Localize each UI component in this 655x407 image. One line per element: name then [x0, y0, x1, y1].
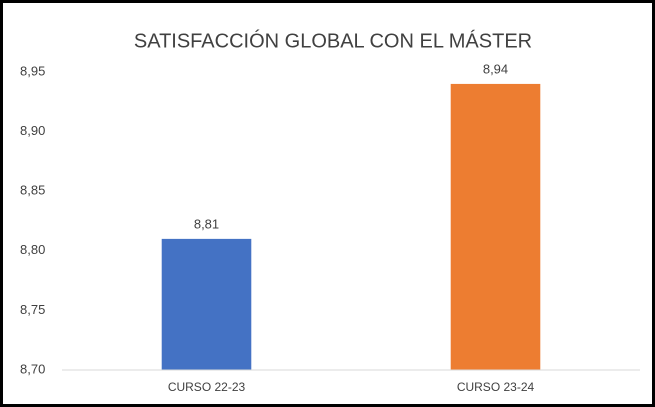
bar [161, 238, 252, 370]
y-tick-label: 8,85 [20, 183, 45, 198]
data-label: 8,94 [483, 61, 508, 76]
data-label: 8,81 [194, 216, 219, 231]
y-tick-label: 8,95 [20, 63, 45, 78]
x-tick-label: CURSO 22-23 [168, 380, 246, 394]
x-tick-label: CURSO 23-24 [457, 380, 535, 394]
y-tick-label: 8,70 [20, 361, 45, 376]
chart-title: SATISFACCIÓN GLOBAL CON EL MÁSTER [134, 29, 532, 52]
y-tick-label: 8,90 [20, 123, 45, 138]
bar [450, 83, 541, 371]
y-tick-label: 8,75 [20, 302, 45, 317]
y-tick-label: 8,80 [20, 242, 45, 257]
